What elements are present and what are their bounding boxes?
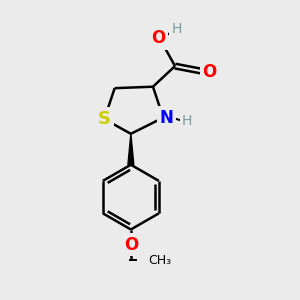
Text: O: O [124, 236, 138, 254]
Text: O: O [151, 29, 165, 47]
Text: CH₃: CH₃ [148, 254, 172, 267]
Polygon shape [128, 134, 134, 165]
Text: H: H [171, 22, 182, 36]
Text: N: N [159, 109, 173, 127]
Text: H: H [182, 114, 192, 128]
Text: O: O [202, 63, 217, 81]
Text: S: S [98, 110, 111, 128]
